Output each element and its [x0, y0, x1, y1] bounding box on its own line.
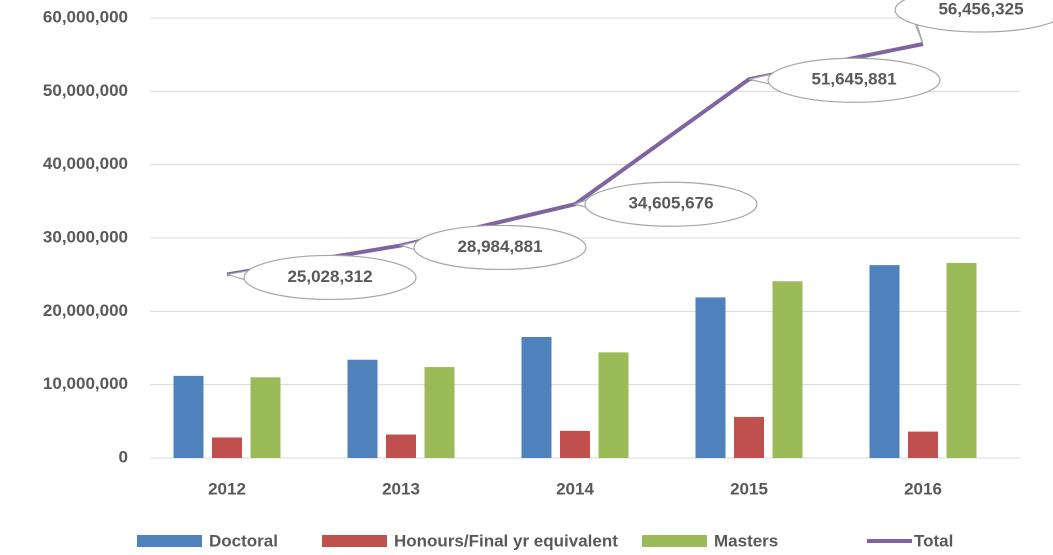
y-tick-label: 30,000,000 — [43, 227, 128, 246]
bar — [212, 437, 242, 458]
callout — [584, 181, 758, 227]
data-label: 56,456,325 — [938, 0, 1023, 18]
legend-label: Total — [914, 531, 953, 550]
legend-label: Masters — [714, 531, 778, 550]
x-tick-label: 2014 — [556, 479, 594, 498]
bar — [908, 431, 938, 458]
bar — [173, 375, 204, 458]
y-tick-label: 60,000,000 — [43, 7, 128, 26]
x-tick-label: 2016 — [904, 479, 942, 498]
bar — [250, 377, 281, 458]
y-tick-label: 10,000,000 — [43, 374, 128, 393]
y-tick-label: 40,000,000 — [43, 154, 128, 173]
bar — [347, 359, 378, 458]
legend-swatch — [322, 535, 387, 547]
callout — [767, 57, 941, 103]
legend-label: Honours/Final yr equivalent — [394, 531, 618, 550]
data-label: 28,984,881 — [457, 237, 542, 256]
bar — [521, 337, 552, 458]
bar — [772, 281, 803, 458]
bar — [869, 265, 900, 458]
y-tick-label: 0 — [119, 447, 128, 466]
bar — [734, 416, 764, 458]
bar — [560, 430, 590, 458]
bar — [695, 297, 726, 458]
legend-swatch — [137, 535, 202, 547]
x-tick-label: 2012 — [208, 479, 246, 498]
bar — [598, 352, 629, 458]
data-label: 51,645,881 — [811, 70, 896, 89]
legend-swatch — [642, 535, 707, 547]
bar — [386, 434, 416, 458]
legend-label: Doctoral — [209, 531, 278, 550]
callout — [413, 224, 587, 271]
data-label: 25,028,312 — [287, 267, 372, 286]
x-tick-label: 2015 — [730, 479, 768, 498]
data-label: 34,605,676 — [628, 194, 713, 213]
bar — [424, 367, 455, 458]
callout — [243, 254, 417, 301]
callout — [894, 0, 1053, 33]
bar — [946, 262, 977, 458]
y-tick-label: 50,000,000 — [43, 81, 128, 100]
x-tick-label: 2013 — [382, 479, 420, 498]
y-tick-label: 20,000,000 — [43, 301, 128, 320]
